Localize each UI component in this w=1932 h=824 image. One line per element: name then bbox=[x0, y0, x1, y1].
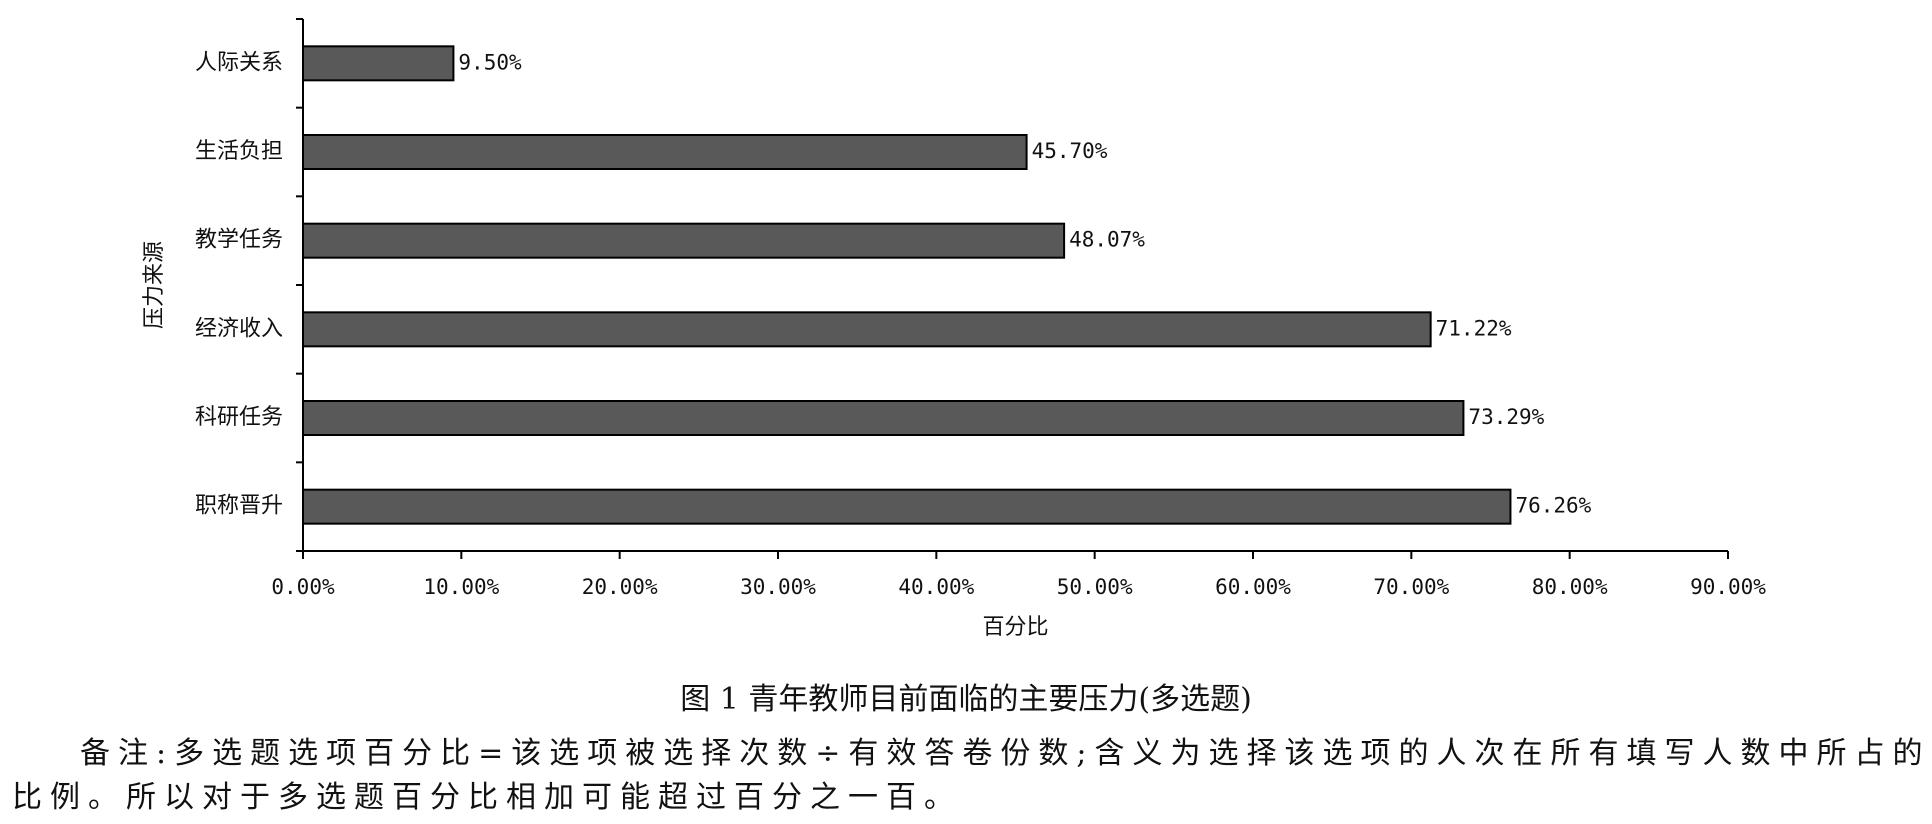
y-tick-label: 生活负担 bbox=[195, 139, 283, 164]
y-tick-label: 经济收入 bbox=[195, 316, 283, 341]
x-tick-label: 70.00% bbox=[1373, 575, 1449, 599]
data-label: 9.50% bbox=[458, 50, 522, 74]
y-tick-label: 科研任务 bbox=[195, 405, 283, 430]
y-tick-label: 教学任务 bbox=[195, 228, 283, 253]
bar bbox=[302, 222, 1066, 259]
x-tick-label: 90.00% bbox=[1690, 575, 1766, 599]
bar bbox=[302, 134, 1028, 170]
bar bbox=[302, 45, 455, 82]
bar bbox=[302, 311, 1432, 348]
chart: 百分比 压力来源 0.00% 10.00% 20.00% 30.00% 40.00% 50… bbox=[142, 18, 1766, 640]
data-label: 73.29% bbox=[1468, 405, 1544, 429]
note-line: 比例。所以对于多选题百分比相加可能超过百分之一百。 bbox=[12, 780, 962, 815]
x-tick-label: 40.00% bbox=[898, 575, 974, 599]
x-tick-label: 60.00% bbox=[1215, 575, 1291, 599]
data-label: 71.22% bbox=[1436, 316, 1512, 340]
y-tick-label: 职称晋升 bbox=[195, 494, 283, 519]
data-label: 48.07% bbox=[1069, 228, 1145, 252]
bar bbox=[302, 400, 1465, 436]
y-tick-label: 人际关系 bbox=[195, 50, 283, 75]
caption: 图 1 青年教师目前面临的主要压力(多选题) bbox=[680, 682, 1252, 717]
x-tick-label: 50.00% bbox=[1057, 575, 1133, 599]
data-label: 45.70% bbox=[1032, 139, 1108, 163]
bar bbox=[302, 488, 1512, 525]
x-tick-label: 30.00% bbox=[740, 575, 816, 599]
y-axis-label: 压力来源 bbox=[142, 241, 167, 329]
x-axis-label: 百分比 bbox=[982, 615, 1048, 640]
x-tick-label: 80.00% bbox=[1532, 575, 1608, 599]
note-line: 备注:多选题选项百分比=该选项被选择次数÷有效答卷份数;含义为选择该选项的人次在… bbox=[80, 736, 1931, 771]
x-tick-label: 20.00% bbox=[582, 575, 658, 599]
x-tick-label: 0.00% bbox=[271, 575, 335, 599]
data-label: 76.26% bbox=[1515, 494, 1591, 518]
x-tick-label: 10.00% bbox=[423, 575, 499, 599]
